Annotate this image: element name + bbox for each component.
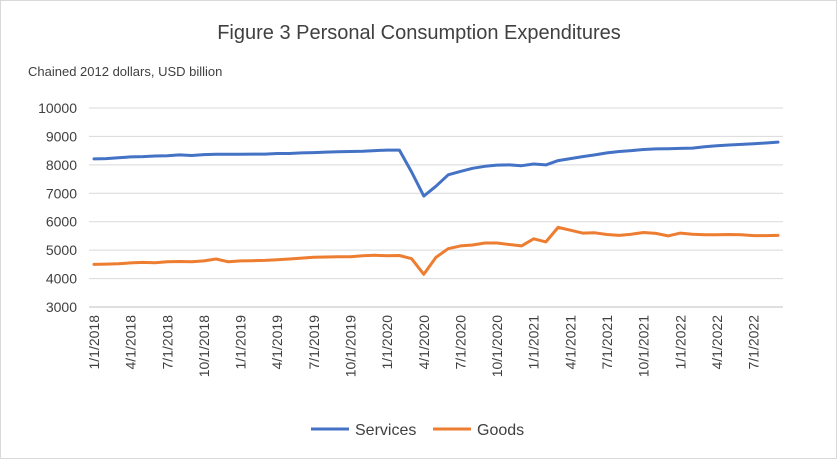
x-tick-label: 4/1/2022: [709, 315, 725, 370]
y-tick-label: 10000: [38, 100, 77, 116]
legend: Services Goods: [311, 422, 524, 439]
y-tick-label: 6000: [46, 214, 77, 230]
x-tick-label: 1/1/2022: [672, 315, 688, 370]
y-tick-label: 8000: [46, 157, 77, 173]
series-line-services: [92, 140, 780, 198]
gridlines: [89, 107, 783, 308]
legend-label-goods: Goods: [477, 422, 524, 439]
x-axis-tick-labels: 1/1/2018 4/1/2018 7/1/2018 10/1/2018 1/1/201…: [86, 315, 762, 378]
x-tick-label: 4/1/2020: [416, 315, 432, 370]
x-tick-label: 1/1/2020: [379, 315, 395, 370]
x-tick-label: 10/1/2020: [489, 315, 505, 377]
y-tick-label: 4000: [46, 271, 77, 287]
x-tick-label: 7/1/2020: [452, 315, 468, 370]
y-axis-tick-labels: 10000 9000 8000 7000 6000 5000 4000 3000: [38, 100, 77, 315]
series-lines: [92, 140, 780, 276]
legend-label-services: Services: [355, 422, 416, 439]
y-tick-label: 5000: [46, 242, 77, 258]
chart-title: Figure 3 Personal Consumption Expenditur…: [217, 22, 621, 44]
chart-subtitle: Chained 2012 dollars, USD billion: [28, 64, 222, 79]
x-tick-label: 1/1/2021: [526, 315, 542, 370]
x-tick-label: 7/1/2021: [599, 315, 615, 370]
y-tick-label: 3000: [46, 299, 77, 315]
x-tick-label: 4/1/2019: [269, 315, 285, 370]
y-tick-label: 9000: [46, 128, 77, 144]
x-tick-label: 4/1/2021: [562, 315, 578, 370]
x-tick-label: 7/1/2019: [306, 315, 322, 370]
x-tick-label: 1/1/2018: [86, 315, 102, 370]
y-tick-label: 7000: [46, 185, 77, 201]
x-tick-label: 1/1/2019: [233, 315, 249, 370]
x-tick-label: 4/1/2018: [123, 315, 139, 370]
x-tick-label: 7/1/2022: [746, 315, 762, 370]
series-line-goods: [92, 225, 780, 276]
x-tick-label: 10/1/2019: [343, 315, 359, 377]
x-tick-label: 10/1/2021: [636, 315, 652, 377]
x-tick-label: 10/1/2018: [196, 315, 212, 377]
x-tick-label: 7/1/2018: [159, 315, 175, 370]
